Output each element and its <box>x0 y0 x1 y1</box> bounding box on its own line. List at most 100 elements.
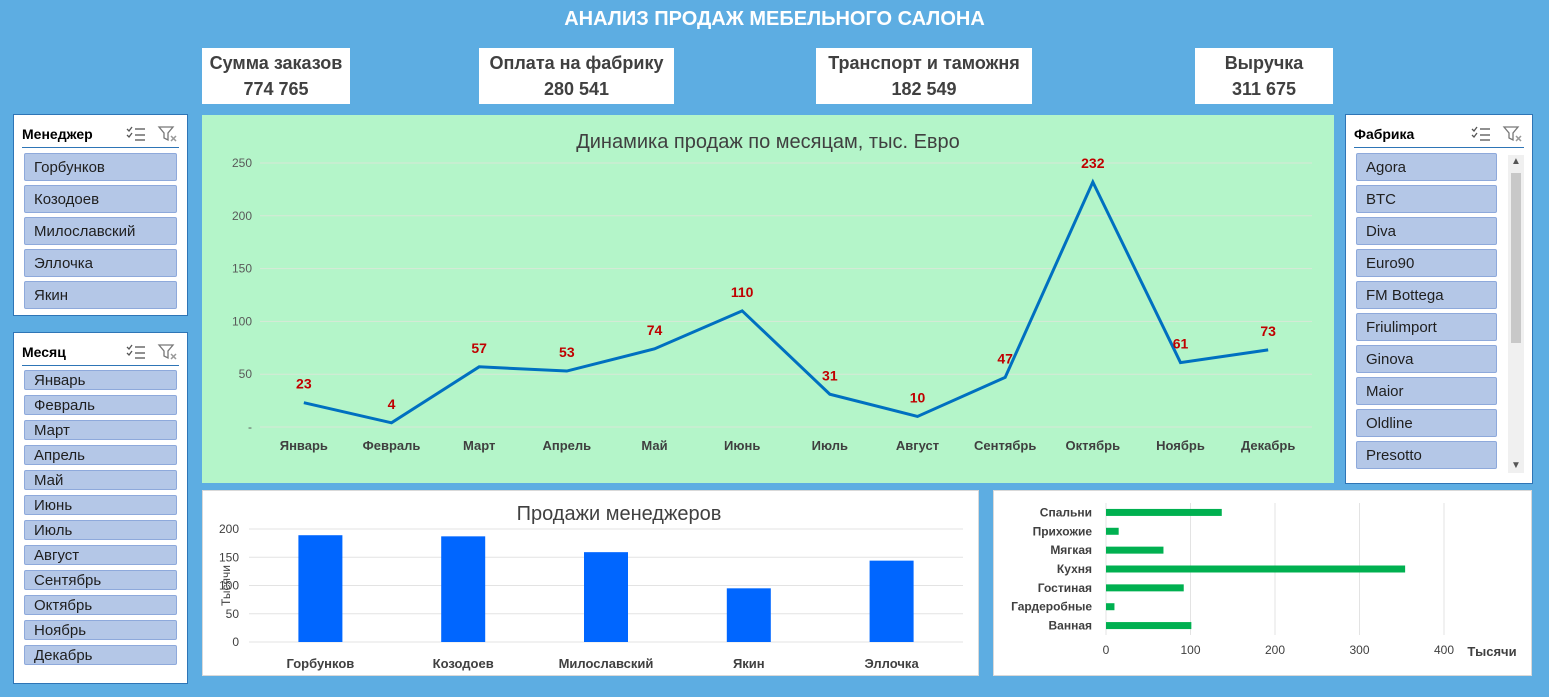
x-tick-label: Август <box>896 438 939 453</box>
x-tick-label: Февраль <box>363 438 421 453</box>
slicer-item-month[interactable]: Июль <box>24 520 177 540</box>
x-tick-label: Январь <box>280 438 328 453</box>
slicer-item-month[interactable]: Март <box>24 420 177 440</box>
multi-select-icon[interactable] <box>125 343 147 361</box>
line-chart-svg: Динамика продаж по месяцам, тыс. Евро - 50… <box>232 131 1312 453</box>
slicer-title: Менеджер <box>22 126 93 142</box>
kpi-orders-total: Сумма заказов 774 765 <box>202 48 350 104</box>
bar <box>869 560 914 642</box>
slicer-item-month[interactable]: Ноябрь <box>24 620 177 640</box>
bar <box>726 588 771 642</box>
slicer-item-factory[interactable]: Agora <box>1356 153 1497 181</box>
slicer-item-factory[interactable]: Maior <box>1356 377 1497 405</box>
scroll-thumb[interactable] <box>1511 173 1521 343</box>
clear-filter-icon[interactable] <box>157 125 179 143</box>
bar <box>441 536 486 642</box>
category-chart-svg: 0 100 200 300 400 Тысячи Спальни Прихожие Мягкая… <box>1011 503 1517 659</box>
x-tick-label: 400 <box>1434 643 1454 657</box>
y-tick-label: Ванная <box>1048 619 1092 633</box>
category-sales-chart: 0 100 200 300 400 Тысячи Спальни Прихожие Мягкая… <box>993 490 1532 676</box>
slicer-item-month[interactable]: Август <box>24 545 177 565</box>
x-tick-label: Горбунков <box>286 656 354 671</box>
clear-filter-icon[interactable] <box>1502 125 1524 143</box>
x-tick-label: Якин <box>733 656 765 671</box>
data-label: 31 <box>822 367 838 383</box>
y-tick-label: Мягкая <box>1050 543 1092 557</box>
slicer-item-factory[interactable]: BTC <box>1356 185 1497 213</box>
slicer-month: Месяц Январь Февраль Март Апрель Май Июнь Июль… <box>13 332 188 684</box>
y-tick-label: 50 <box>239 367 253 381</box>
slicer-title: Фабрика <box>1354 126 1415 142</box>
data-label: 10 <box>910 389 926 405</box>
x-tick-label: Март <box>463 438 495 453</box>
y-tick-label: Прихожие <box>1033 524 1093 538</box>
kpi-value: 182 549 <box>891 79 957 99</box>
data-label: 232 <box>1081 155 1105 171</box>
slicer-item-month[interactable]: Сентябрь <box>24 570 177 590</box>
slicer-item-manager[interactable]: Козодоев <box>24 185 177 213</box>
x-tick-label: Июль <box>812 438 848 453</box>
x-tick-label: Эллочка <box>865 656 920 671</box>
slicer-item-factory[interactable]: Ginova <box>1356 345 1497 373</box>
data-label: 23 <box>296 376 312 392</box>
y-tick-label: Спальни <box>1040 505 1092 519</box>
kpi-factory-payment: Оплата на фабрику 280 541 <box>479 48 674 104</box>
slicer-item-month[interactable]: Январь <box>24 370 177 390</box>
slicer-item-month[interactable]: Июнь <box>24 495 177 515</box>
x-tick-label: Октябрь <box>1066 438 1121 453</box>
kpi-label: Транспорт и таможня <box>828 53 1020 73</box>
slicer-scrollbar[interactable]: ▲ ▼ <box>1508 155 1524 473</box>
kpi-label: Оплата на фабрику <box>489 53 664 73</box>
data-label: 4 <box>388 396 396 412</box>
data-label: 57 <box>471 340 487 356</box>
kpi-value: 280 541 <box>543 79 610 99</box>
scroll-up-icon[interactable]: ▲ <box>1511 156 1521 167</box>
slicer-item-manager[interactable]: Горбунков <box>24 153 177 181</box>
y-tick-label: 200 <box>219 522 239 536</box>
kpi-value: 311 675 <box>1231 79 1297 99</box>
slicer-item-manager[interactable]: Якин <box>24 281 177 309</box>
slicer-item-month[interactable]: Декабрь <box>24 645 177 665</box>
y-axis-label: Тысячи <box>219 565 233 606</box>
kpi-transport-customs: Транспорт и таможня 182 549 <box>816 48 1032 104</box>
y-tick-label: 200 <box>232 209 252 223</box>
x-tick-label: Апрель <box>542 438 591 453</box>
scroll-down-icon[interactable]: ▼ <box>1511 460 1521 471</box>
kpi-value: 774 765 <box>243 79 309 99</box>
x-tick-label: Сентябрь <box>974 438 1036 453</box>
y-tick-label: Гардеробные <box>1011 600 1092 614</box>
slicer-item-factory[interactable]: Oldline <box>1356 409 1497 437</box>
slicer-item-factory[interactable]: FM Bottega <box>1356 281 1497 309</box>
y-tick-label: Кухня <box>1057 562 1092 576</box>
chart-title: Продажи менеджеров <box>517 503 722 525</box>
slicer-item-manager[interactable]: Эллочка <box>24 249 177 277</box>
multi-select-icon[interactable] <box>1470 125 1492 143</box>
slicer-item-month[interactable]: Апрель <box>24 445 177 465</box>
slicer-item-factory[interactable]: Presotto <box>1356 441 1497 469</box>
clear-filter-icon[interactable] <box>157 343 179 361</box>
kpi-label: Сумма заказов <box>209 53 343 73</box>
slicer-item-factory[interactable]: Friulimport <box>1356 313 1497 341</box>
x-tick-label: Ноябрь <box>1156 438 1205 453</box>
slicer-factory: Фабрика Agora BTC Diva Euro90 FM Bottega Friu… <box>1345 114 1533 484</box>
data-label: 53 <box>559 344 575 360</box>
x-tick-label: Май <box>641 438 667 453</box>
x-tick-label: Козодоев <box>433 656 494 671</box>
bar <box>1106 527 1119 535</box>
data-label: 74 <box>647 322 663 338</box>
slicer-item-month[interactable]: Май <box>24 470 177 490</box>
data-label: 110 <box>731 284 754 300</box>
slicer-item-factory[interactable]: Diva <box>1356 217 1497 245</box>
slicer-item-manager[interactable]: Милославский <box>24 217 177 245</box>
bar <box>584 552 628 642</box>
slicer-item-factory[interactable]: Euro90 <box>1356 249 1497 277</box>
data-label: 61 <box>1173 336 1189 352</box>
slicer-manager: Менеджер Горбунков Козодоев Милославский Эл… <box>13 114 188 316</box>
manager-sales-chart: Продажи менеджеров 0 50 100 150 200 Тысячи Горб… <box>202 490 979 676</box>
y-tick-label: 100 <box>232 314 252 328</box>
x-tick-label: 200 <box>1265 643 1285 657</box>
bar <box>1106 565 1406 573</box>
slicer-item-month[interactable]: Февраль <box>24 395 177 415</box>
multi-select-icon[interactable] <box>125 125 147 143</box>
slicer-item-month[interactable]: Октябрь <box>24 595 177 615</box>
